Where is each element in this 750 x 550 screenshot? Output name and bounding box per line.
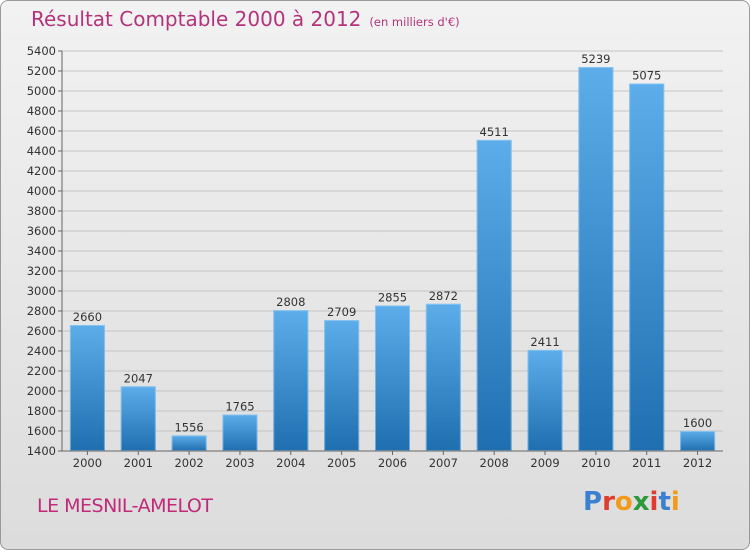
proxiti-logo: Proxiti <box>583 487 680 517</box>
title-row: Résultat Comptable 2000 à 2012 (en millie… <box>31 7 460 31</box>
bar <box>69 325 105 451</box>
data-label: 1556 <box>174 420 203 434</box>
data-label: 2808 <box>276 295 305 309</box>
y-tick-label: 4000 <box>27 184 56 198</box>
y-tick-label: 5400 <box>27 44 56 58</box>
data-label: 2855 <box>378 291 407 305</box>
y-tick-label: 5200 <box>27 64 56 78</box>
x-tick-label: 2005 <box>327 456 356 470</box>
y-tick-label: 4200 <box>27 164 56 178</box>
logo-letter: i <box>670 487 680 517</box>
bar <box>375 305 410 451</box>
bar <box>578 67 614 451</box>
y-tick-label: 1400 <box>27 444 56 458</box>
logo-letter: o <box>614 487 633 517</box>
x-tick-label: 2011 <box>632 456 661 470</box>
data-label: 1765 <box>225 400 254 414</box>
data-label: 2047 <box>124 371 153 385</box>
bar <box>222 414 258 451</box>
x-tick-label: 2002 <box>174 456 203 470</box>
data-label: 5075 <box>632 69 661 83</box>
data-label: 1600 <box>683 416 712 430</box>
y-tick-label: 2000 <box>27 384 56 398</box>
x-tick-label: 2009 <box>530 456 559 470</box>
x-tick-label: 2001 <box>124 456 153 470</box>
bar <box>527 349 563 451</box>
bar <box>324 320 360 451</box>
y-tick-label: 3400 <box>27 244 56 258</box>
y-tick-label: 2600 <box>27 324 56 338</box>
y-tick-label: 2200 <box>27 364 56 378</box>
bar <box>171 435 207 451</box>
commune-name: LE MESNIL-AMELOT <box>37 495 213 517</box>
y-tick-label: 2400 <box>27 344 56 358</box>
y-tick-label: 4400 <box>27 144 56 158</box>
logo-letter: t <box>658 487 671 517</box>
x-tick-label: 2007 <box>429 456 458 470</box>
x-tick-label: 2004 <box>276 456 305 470</box>
x-tick-label: 2003 <box>225 456 254 470</box>
bar <box>120 386 156 451</box>
y-tick-label: 5000 <box>27 84 56 98</box>
label-layer: 2660 2047 1556 1765 2808 2709 2855 2872 4511 2411… <box>73 52 712 434</box>
chart-title: Résultat Comptable 2000 à 2012 <box>31 7 362 31</box>
logo-letter: x <box>632 487 650 517</box>
y-tick-label: 3000 <box>27 284 56 298</box>
bar <box>425 303 461 451</box>
data-label: 5239 <box>581 52 610 66</box>
axis-layer: 1400 1600 1800 2000 2200 2400 2600 2800 3000 3200… <box>27 44 723 470</box>
y-tick-label: 2800 <box>27 304 56 318</box>
bar <box>680 431 716 451</box>
bar <box>629 83 665 451</box>
data-label: 2660 <box>73 310 102 324</box>
data-label: 2411 <box>530 335 559 349</box>
bar-layer <box>69 67 716 452</box>
y-tick-label: 1800 <box>27 404 56 418</box>
x-tick-label: 2012 <box>683 456 712 470</box>
logo-letter: i <box>649 487 659 517</box>
bar <box>476 139 512 451</box>
x-tick-label: 2008 <box>480 456 509 470</box>
chart-subtitle: (en milliers d'€) <box>369 15 460 29</box>
y-tick-label: 3800 <box>27 204 56 218</box>
x-tick-label: 2000 <box>73 456 102 470</box>
bar <box>273 310 309 451</box>
y-tick-label: 1600 <box>27 424 56 438</box>
logo-letter: r <box>602 487 615 517</box>
x-tick-label: 2010 <box>581 456 610 470</box>
data-label: 2872 <box>429 289 458 303</box>
logo-letter: P <box>583 487 603 517</box>
data-label: 2709 <box>327 305 356 319</box>
y-tick-label: 3200 <box>27 264 56 278</box>
x-tick-label: 2006 <box>378 456 407 470</box>
y-tick-label: 3600 <box>27 224 56 238</box>
y-tick-label: 4600 <box>27 124 56 138</box>
y-tick-label: 4800 <box>27 104 56 118</box>
data-label: 4511 <box>480 125 509 139</box>
